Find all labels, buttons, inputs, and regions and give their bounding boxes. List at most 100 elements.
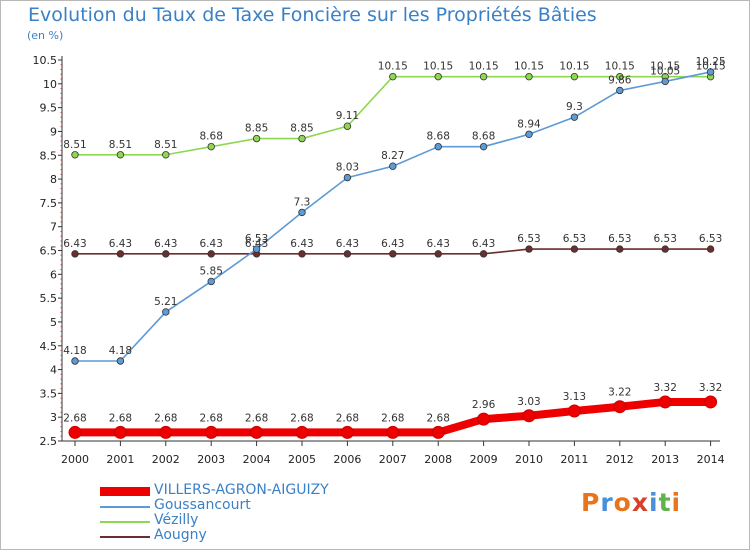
data-label: 6.43: [245, 238, 268, 250]
data-label: 6.43: [427, 238, 450, 250]
y-tick-label: 3: [50, 411, 57, 424]
data-point: [389, 72, 397, 81]
data-label: 10.15: [559, 61, 589, 73]
data-label: 3.22: [608, 387, 631, 399]
legend-label: Aougny: [154, 527, 207, 543]
y-tick-label: 9: [50, 125, 57, 138]
y-tick-label: 9.5: [40, 102, 58, 115]
data-label: 6.43: [63, 238, 86, 250]
data-point: [386, 425, 400, 439]
y-tick-label: 8.5: [40, 149, 58, 162]
data-label: 4.18: [109, 345, 132, 357]
data-point: [479, 250, 488, 258]
data-point: [159, 425, 173, 439]
data-label: 9.11: [336, 110, 359, 122]
data-label: 8.51: [109, 139, 132, 151]
data-label: 10.15: [469, 61, 499, 73]
data-point: [616, 72, 624, 81]
data-label: 6.43: [154, 238, 177, 250]
data-label: 8.68: [427, 131, 450, 143]
data-point: [162, 308, 170, 316]
x-tick-label: 2001: [106, 453, 134, 466]
data-label: 8.27: [381, 150, 404, 162]
data-label: 2.68: [245, 412, 268, 424]
data-point: [252, 245, 261, 253]
data-point: [207, 142, 215, 151]
data-point: [613, 400, 627, 414]
data-point: [113, 425, 127, 439]
data-point: [207, 277, 215, 286]
data-label: 8.94: [517, 118, 541, 130]
data-label: 8.68: [200, 131, 223, 143]
data-point: [570, 72, 579, 81]
y-tick-label: 3.5: [40, 387, 58, 400]
data-label: 5.85: [200, 265, 223, 277]
data-label: 6.53: [245, 233, 268, 245]
data-point: [434, 72, 442, 81]
data-point: [116, 250, 125, 258]
data-point: [343, 250, 352, 258]
data-point: [661, 77, 669, 86]
data-point: [389, 162, 397, 170]
data-label: 4.18: [63, 345, 86, 357]
data-point: [116, 357, 125, 365]
x-tick-label: 2014: [697, 453, 725, 466]
data-point: [343, 122, 352, 130]
x-tick-label: 2004: [243, 453, 271, 466]
x-tick-label: 2009: [470, 453, 498, 466]
data-point: [616, 86, 624, 95]
data-point: [298, 134, 306, 143]
logo-letter: P: [581, 488, 601, 517]
data-label: 8.85: [290, 123, 313, 135]
data-point: [661, 245, 669, 253]
x-tick-label: 2002: [152, 453, 180, 466]
data-point: [431, 425, 445, 439]
data-point: [162, 250, 170, 258]
legend-swatch: [100, 536, 150, 538]
data-point: [525, 72, 533, 81]
logo-letter: o: [613, 488, 632, 517]
x-tick-label: 2006: [333, 453, 361, 466]
data-labels: 6.43 6.43 6.43 6.43 6.43 6.43 6.43 6.43 6.43 6.43…: [63, 56, 725, 425]
data-label: 6.53: [517, 233, 540, 245]
data-point: [71, 250, 79, 258]
data-point: [479, 72, 488, 81]
proxiti-logo: Proxiti: [581, 488, 681, 517]
data-label: 2.96: [472, 399, 496, 411]
data-label: 3.13: [563, 391, 586, 403]
data-label: 7.3: [294, 196, 311, 208]
data-point: [68, 425, 82, 439]
data-label: 2.68: [290, 412, 313, 424]
data-point: [434, 250, 442, 258]
data-label: 2.68: [109, 412, 132, 424]
y-tick-label: 7: [50, 221, 57, 234]
data-label: 8.68: [472, 131, 495, 143]
data-point: [525, 130, 533, 138]
data-label: 9.86: [608, 74, 632, 86]
data-point: [479, 142, 488, 151]
data-point: [706, 68, 715, 76]
y-tick-label: 4: [50, 364, 57, 377]
data-label: 10.15: [696, 61, 726, 73]
x-tick-label: 2003: [197, 453, 225, 466]
data-label: 2.68: [381, 412, 404, 424]
data-point: [525, 245, 533, 253]
legend-swatch: [100, 487, 150, 496]
data-point: [162, 151, 170, 159]
x-tick-label: 2010: [515, 453, 543, 466]
data-point: [616, 245, 624, 253]
data-label: 3.32: [654, 382, 677, 394]
data-point: [343, 173, 352, 182]
data-point: [340, 425, 354, 439]
y-tick-label: 10: [43, 78, 57, 91]
data-label: 6.43: [336, 238, 359, 250]
data-label: 2.68: [427, 412, 450, 424]
y-tick-label: 6.5: [40, 245, 58, 258]
data-label: 5.21: [154, 296, 177, 308]
y-tick-label: 5.5: [40, 292, 58, 305]
data-label: 8.51: [154, 139, 177, 151]
data-label: 3.32: [699, 382, 722, 394]
x-tick-label: 2012: [606, 453, 634, 466]
data-label: 9.3: [566, 101, 583, 113]
